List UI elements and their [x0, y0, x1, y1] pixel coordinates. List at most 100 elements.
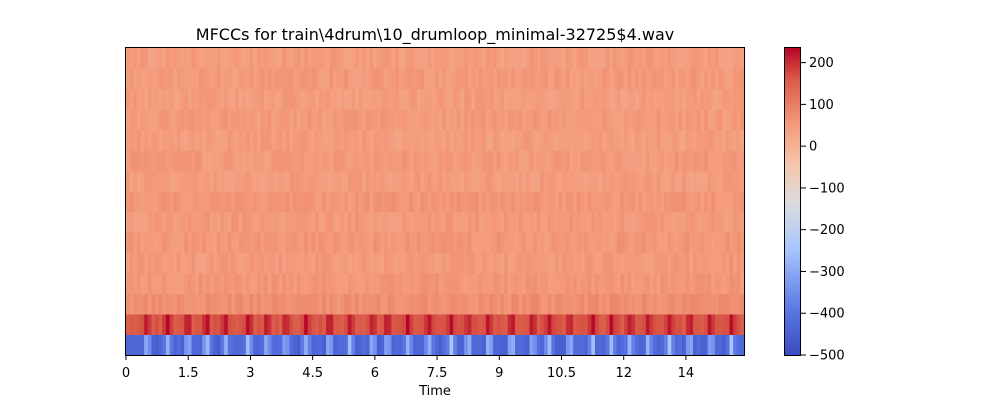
- heatmap-cell: [289, 232, 294, 254]
- heatmap-cell: [416, 170, 421, 192]
- heatmap-cell: [235, 68, 240, 90]
- heatmap-cell: [576, 150, 581, 172]
- heatmap-cell: [442, 88, 447, 110]
- heatmap-cell: [147, 109, 152, 131]
- heatmap-cell: [187, 293, 192, 315]
- heatmap-cell: [740, 68, 745, 90]
- heatmap-cell: [260, 211, 265, 233]
- x-tick-label: 12: [615, 366, 632, 381]
- heatmap-cell: [704, 150, 709, 172]
- heatmap-cell: [609, 150, 614, 172]
- heatmap-cell: [714, 129, 719, 151]
- heatmap-cell: [318, 48, 323, 69]
- heatmap-cell: [293, 48, 298, 69]
- heatmap-cell: [598, 314, 603, 335]
- heatmap-cell: [405, 334, 410, 356]
- heatmap-cell: [482, 334, 487, 356]
- heatmap-cell: [245, 334, 250, 356]
- heatmap-cell: [653, 68, 658, 90]
- heatmap-cell: [289, 150, 294, 172]
- heatmap-cell: [671, 252, 676, 274]
- heatmap-cell: [478, 129, 483, 151]
- heatmap-cell: [642, 273, 647, 294]
- heatmap-cell: [565, 170, 570, 192]
- heatmap-cell: [740, 252, 745, 274]
- heatmap-cell: [340, 293, 345, 315]
- heatmap-cell: [304, 109, 309, 131]
- heatmap-cell: [351, 252, 356, 274]
- heatmap-cell: [678, 88, 683, 110]
- heatmap-cell: [376, 211, 381, 233]
- heatmap-cell: [522, 88, 527, 110]
- heatmap-cell: [682, 334, 687, 356]
- heatmap-cell: [340, 150, 345, 172]
- heatmap-cell: [453, 293, 458, 315]
- heatmap-cell: [478, 211, 483, 233]
- heatmap-cell: [205, 109, 211, 131]
- heatmap-cell: [249, 232, 254, 254]
- heatmap-cell: [224, 88, 229, 110]
- heatmap-cell: [456, 191, 461, 213]
- heatmap-cell: [318, 293, 323, 315]
- heatmap-cell: [136, 150, 141, 172]
- heatmap-cell: [529, 334, 534, 356]
- heatmap-cell: [195, 191, 200, 213]
- heatmap-cell: [336, 170, 341, 192]
- heatmap-cell: [260, 191, 265, 213]
- heatmap-cell: [380, 252, 385, 274]
- heatmap-cell: [587, 170, 592, 192]
- heatmap-cell: [227, 334, 232, 356]
- heatmap-cell: [587, 150, 592, 172]
- heatmap-cell: [220, 252, 225, 274]
- heatmap-cell: [591, 314, 596, 335]
- heatmap-cell: [245, 252, 250, 274]
- heatmap-cell: [649, 252, 654, 274]
- heatmap-cell: [304, 88, 309, 110]
- heatmap-cell: [696, 273, 701, 294]
- heatmap-cell: [693, 150, 698, 172]
- heatmap-cell: [311, 232, 316, 254]
- heatmap-cell: [165, 232, 171, 254]
- heatmap-cell: [424, 211, 429, 233]
- heatmap-cell: [718, 314, 723, 335]
- heatmap-cell: [660, 68, 665, 90]
- heatmap-cell: [442, 314, 447, 335]
- heatmap-cell: [245, 88, 250, 110]
- heatmap-cell: [725, 88, 730, 110]
- heatmap-cell: [409, 150, 414, 172]
- heatmap-cell: [395, 334, 400, 356]
- heatmap-cell: [613, 293, 618, 315]
- heatmap-cell: [413, 68, 418, 90]
- heatmap-cell: [405, 232, 410, 254]
- heatmap-cell: [558, 334, 563, 356]
- heatmap-cell: [391, 293, 396, 315]
- heatmap-cell: [216, 109, 221, 131]
- heatmap-cell: [602, 88, 607, 110]
- heatmap-cell: [278, 191, 283, 213]
- heatmap-cell: [347, 211, 352, 233]
- heatmap-cell: [435, 88, 440, 110]
- heatmap-cell: [511, 48, 516, 69]
- heatmap-cell: [714, 232, 719, 254]
- heatmap-cell: [140, 88, 145, 110]
- heatmap-cell: [413, 191, 418, 213]
- heatmap-cell: [293, 68, 298, 90]
- heatmap-cell: [231, 314, 236, 335]
- heatmap-cell: [507, 211, 512, 233]
- heatmap-cell: [195, 211, 200, 233]
- heatmap-cell: [136, 48, 141, 69]
- plot-frame: [125, 47, 745, 356]
- heatmap-cell: [594, 191, 599, 213]
- heatmap-cell: [347, 232, 352, 254]
- heatmap-cell: [660, 48, 665, 69]
- heatmap-cell: [500, 150, 505, 172]
- heatmap-cell: [402, 150, 407, 172]
- heatmap-cell: [474, 211, 480, 233]
- heatmap-cell: [373, 211, 378, 233]
- heatmap-cell: [300, 88, 305, 110]
- heatmap-cell: [380, 109, 385, 131]
- heatmap-cell: [336, 88, 341, 110]
- x-tick-label: 6: [371, 366, 379, 381]
- heatmap-cell: [424, 129, 429, 151]
- heatmap-cell: [660, 129, 665, 151]
